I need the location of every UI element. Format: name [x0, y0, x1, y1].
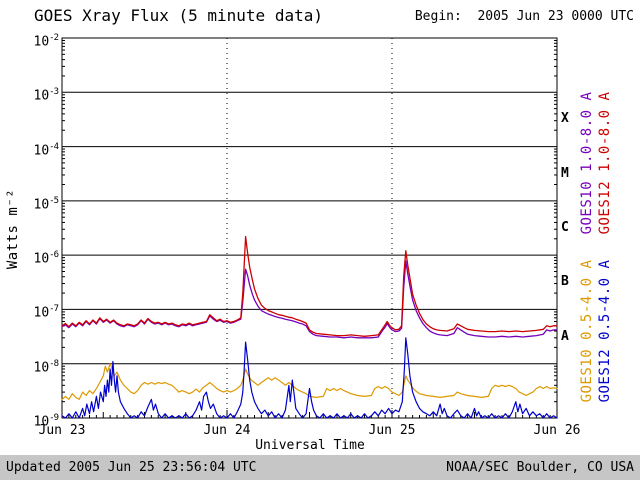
flare-class-b: B	[561, 274, 569, 290]
updated-timestamp: Updated 2005 Jun 25 23:56:04 UTC	[6, 460, 257, 475]
source-credit: NOAA/SEC Boulder, CO USA	[446, 460, 634, 475]
flare-class-x: X	[561, 111, 569, 127]
plot-border	[61, 37, 558, 419]
begin-time-label: Begin: 2005 Jun 23 0000 UTC	[414, 9, 634, 24]
series-goes10-0.5-4.0-a	[61, 363, 558, 400]
series-goes10-1.0-8.0-a	[61, 260, 558, 339]
y-tick-label: 10-4	[33, 141, 59, 158]
legend-goes12-short: GOES12 0.5-4.0 A	[597, 259, 613, 403]
x-tick-label: Jun 24	[203, 423, 251, 438]
y-tick-label: 10-3	[33, 87, 59, 104]
flare-class-a: A	[561, 328, 569, 344]
x-tick-label: Jun 23	[38, 423, 86, 438]
chart-title: GOES Xray Flux (5 minute data)	[34, 6, 323, 25]
legend-goes10-short: GOES10 0.5-4.0 A	[579, 259, 595, 403]
flare-class-c: C	[561, 220, 569, 235]
series-goes12-1.0-8.0-a	[61, 235, 558, 337]
y-tick-label: 10-7	[33, 304, 59, 321]
y-tick-label: 10-8	[33, 358, 59, 376]
legend-goes12-long: GOES12 1.0-8.0 A	[597, 91, 613, 235]
y-tick-label: 10-5	[33, 195, 59, 213]
y-tick-label: 10-2	[33, 33, 59, 50]
x-axis-title: Universal Time	[255, 438, 365, 453]
y-tick-label: 10-9	[33, 413, 59, 430]
flare-class-m: M	[561, 165, 569, 181]
x-tick-label: Jun 25	[368, 423, 416, 438]
footer-bar: Updated 2005 Jun 25 23:56:04 UTC NOAA/SE…	[0, 455, 640, 480]
series-goes12-0.5-4.0-a	[61, 337, 558, 419]
x-tick-label: Jun 26	[533, 423, 581, 438]
legend-goes10-long: GOES10 1.0-8.0 A	[579, 91, 595, 235]
y-tick-label: 10-6	[33, 250, 59, 267]
